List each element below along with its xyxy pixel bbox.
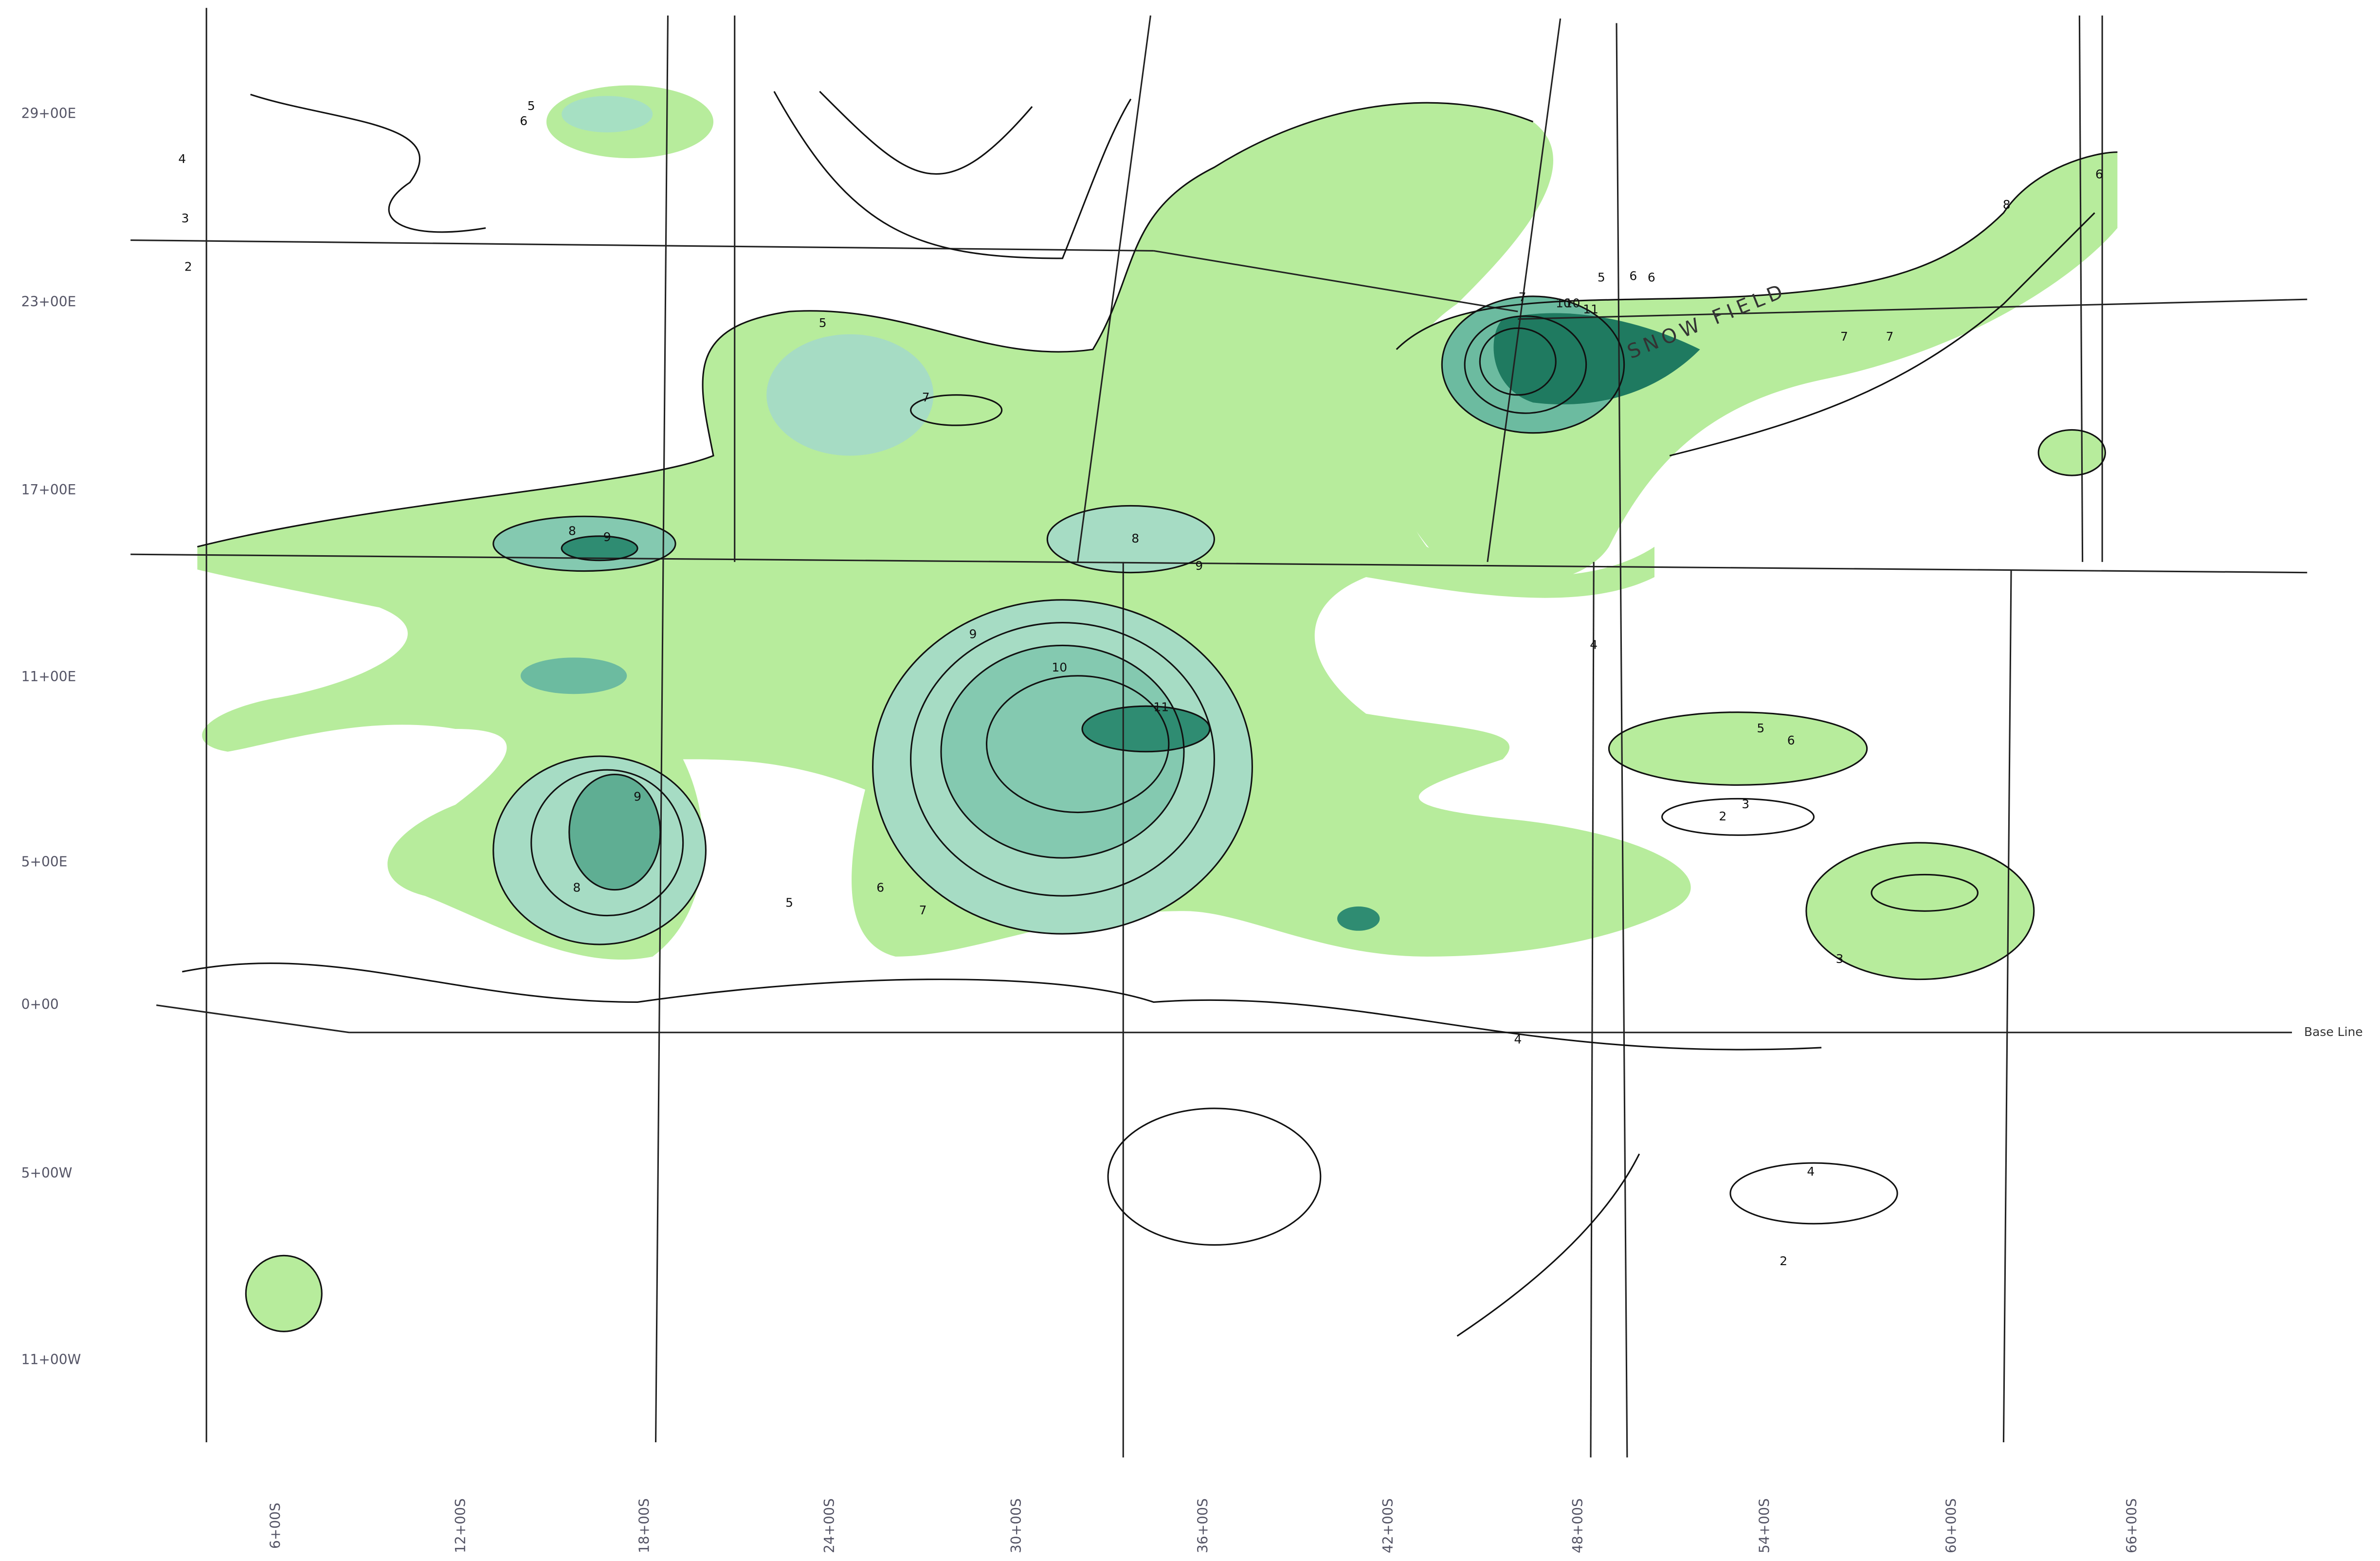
contour-label: 9 [1195,559,1203,573]
contour-label: 4 [1807,1164,1815,1179]
contour-label: 3 [1742,797,1749,811]
contour-label: 4 [178,152,186,166]
map: 29+00E 23+00E 17+00E 11+00E 5+00E 0+00 5+00W 11… [0,0,2380,1561]
contour-label: 8 [1131,531,1139,545]
fill-dark [521,657,627,694]
contour-label: 5 [785,896,793,910]
column-label: 54+00S [1757,1498,1773,1553]
contour-label: 8 [573,880,581,894]
fill-mid [562,96,653,132]
contour-label: 7 [922,390,930,404]
contour-label: 6 [1787,733,1795,747]
contour-label: 8 [568,524,576,538]
page: Contour survey map {"grid_labels": { "ro… [0,0,2380,1561]
body: 29+00E 23+00E 17+00E 11+00E 5+00E 0+00 5+00W 11… [0,0,2380,1561]
contour-label: 5 [1757,721,1764,735]
column-label: 12+00S [453,1498,469,1553]
column-label: 36+00S [1195,1498,1211,1553]
contour-label: 3 [182,211,189,225]
column-label: 30+00S [1008,1498,1024,1553]
row-label: 5+00W [21,1165,73,1181]
row-label: 17+00E [21,482,76,498]
row-label: 5+00E [21,853,68,870]
row-label: 29+00E [21,106,76,122]
contour-label: 4 [1514,1032,1522,1046]
contour-label: 6 [876,880,884,894]
contour-label: 2 [1719,809,1726,823]
contour-label: 5 [1598,271,1605,285]
contour-label: 2 [1780,1254,1787,1268]
contour-label: 3 [1836,952,1844,966]
row-label: 23+00E [21,293,76,309]
row-label: 11+00W [21,1352,81,1368]
column-label: 66+00S [2124,1498,2140,1553]
contour-label: 11 [1583,302,1599,316]
row-label: 0+00 [21,997,59,1013]
contour-label: 7 [1886,329,1894,344]
contour-label: 9 [634,789,641,803]
contour-label: 10 [1052,660,1067,674]
contour-label: 11 [1153,700,1169,714]
base-line-label: Base Line [2304,1025,2363,1039]
contour-label: 9 [603,530,611,544]
contour-label: 7 [1519,290,1526,304]
column-label: 6+00S [268,1503,284,1549]
contour-label: 9 [969,627,977,641]
contour-label: 8 [2003,198,2011,212]
column-label: 60+00S [1943,1498,1959,1553]
column-label: 48+00S [1570,1498,1586,1553]
contour-label: 7 [919,903,927,917]
contour-label: 2 [184,260,192,274]
contour-label: 10 [1556,296,1571,310]
column-label: 42+00S [1380,1498,1396,1553]
fill-darkest [1337,907,1380,931]
column-label: 24+00S [821,1498,837,1553]
fill-mid [766,334,933,456]
contour-label: 6 [2095,167,2103,181]
contour-label: 5 [819,316,827,330]
column-label: 18+00S [636,1498,653,1553]
contour-label: 6 [1648,271,1655,285]
contour-label: 7 [1840,329,1848,344]
contour-label: 6 [520,114,527,128]
row-label: 11+00E [21,669,76,685]
contour-label: 4 [1590,637,1598,652]
contour-label: 6 [1629,269,1637,283]
contour-label: 5 [527,99,535,113]
